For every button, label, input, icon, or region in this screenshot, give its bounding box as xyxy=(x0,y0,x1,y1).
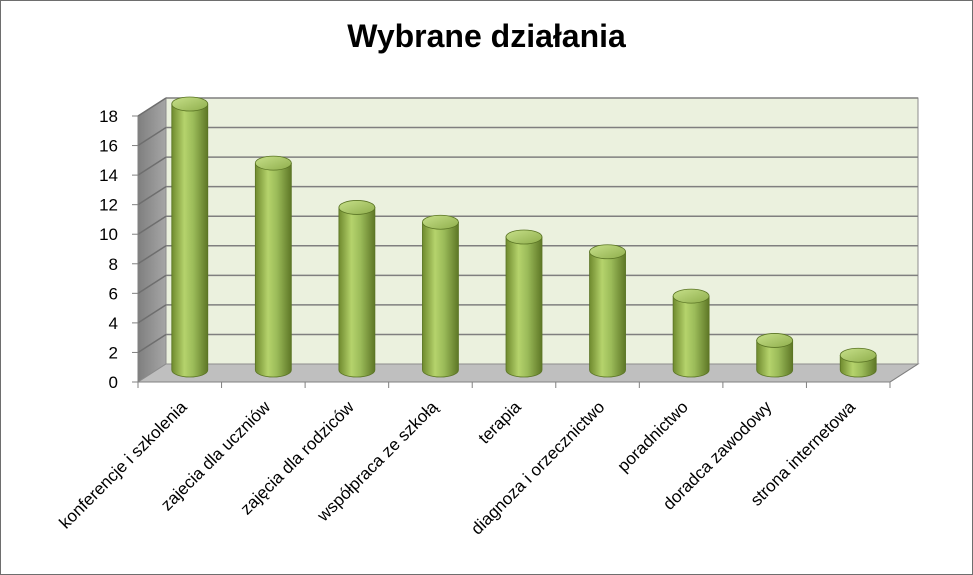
y-tick-label: 18 xyxy=(99,107,118,126)
gridline-side xyxy=(137,304,167,324)
bar-body xyxy=(171,103,209,378)
y-tick-label: 2 xyxy=(109,343,118,362)
gridline-side xyxy=(137,215,167,235)
y-tick-label: 6 xyxy=(109,284,118,303)
y-tick-label: 4 xyxy=(109,314,118,333)
bar xyxy=(672,288,710,378)
bar-body xyxy=(254,162,292,378)
bar-top xyxy=(422,214,459,230)
gridline-side xyxy=(137,186,167,206)
gridline-side xyxy=(137,126,167,147)
bar xyxy=(505,229,543,378)
bar-body xyxy=(505,236,543,378)
gridline-side xyxy=(137,333,167,354)
bar-body xyxy=(422,221,459,378)
bar xyxy=(338,200,376,378)
bar-top xyxy=(505,229,543,245)
bar-top xyxy=(589,244,626,260)
bar xyxy=(171,96,209,378)
category-label: terapia xyxy=(475,397,526,448)
bar-top xyxy=(672,288,710,304)
x-axis-edge xyxy=(889,363,919,383)
bar-top xyxy=(338,200,376,215)
y-tick-label: 14 xyxy=(99,166,118,185)
bar-top xyxy=(839,347,877,363)
bar xyxy=(589,244,626,378)
y-tick-label: 12 xyxy=(99,196,118,215)
chart-title: Wybrane działania xyxy=(347,18,626,54)
gridline-side xyxy=(137,245,167,265)
y-tick-label: 16 xyxy=(99,137,118,156)
bar-body xyxy=(338,207,376,378)
bar xyxy=(839,347,877,378)
bar xyxy=(254,155,292,378)
category-label: poradnictwo xyxy=(614,397,692,475)
bar xyxy=(422,214,459,378)
bar-top xyxy=(756,333,794,348)
category-label: diagnoza i orzecznictwo xyxy=(467,397,608,538)
bar-body xyxy=(589,251,626,378)
gridline-side xyxy=(137,156,167,176)
gridline-side xyxy=(137,274,167,294)
gridline-side xyxy=(137,97,167,117)
y-tick-label: 0 xyxy=(109,373,118,392)
y-tick-label: 10 xyxy=(99,225,118,244)
bar-top xyxy=(254,155,292,171)
side-wall xyxy=(137,97,167,383)
bar xyxy=(756,333,794,378)
bar-body xyxy=(672,295,710,378)
y-tick-label: 8 xyxy=(109,255,118,274)
bar-body xyxy=(756,340,794,378)
bar-top xyxy=(171,96,209,112)
